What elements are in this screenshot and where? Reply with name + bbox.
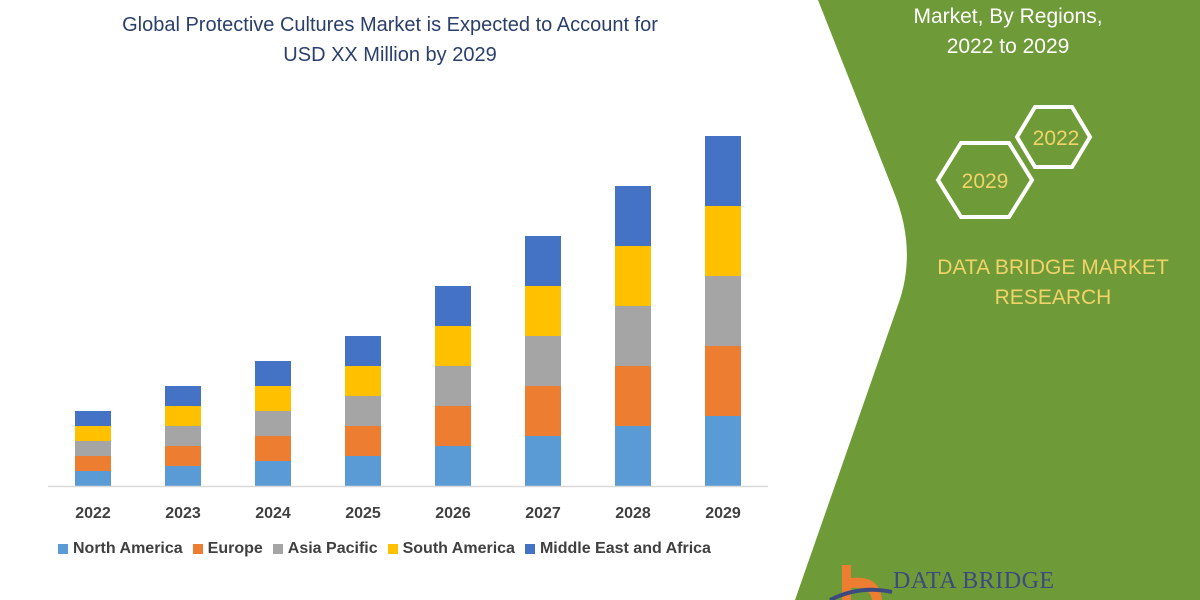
bar-segment-2022-europe xyxy=(75,456,111,471)
bar-segment-2029-south-america xyxy=(705,206,741,276)
bar-segment-2024-asia-pacific xyxy=(255,411,291,436)
bar-segment-2026-middle-east-and-africa xyxy=(435,286,471,326)
legend-item: North America xyxy=(58,540,183,558)
bar-segment-2025-south-america xyxy=(345,366,381,396)
bar-segment-2026-south-america xyxy=(435,326,471,366)
x-tick-label: 2025 xyxy=(345,505,381,522)
bar-segment-2023-asia-pacific xyxy=(165,426,201,446)
bar-segment-2024-south-america xyxy=(255,386,291,411)
brand-line-1: DATA BRIDGE MARKET xyxy=(937,256,1169,279)
stacked-bar-chart: 2022 2023 2024 2025 2026 2027 2028 2029 xyxy=(48,136,768,522)
legend-swatch xyxy=(272,544,283,554)
bar-segment-2028-north-america xyxy=(615,426,651,486)
legend-label: Asia Pacific xyxy=(287,540,378,557)
legend-item: Asia Pacific xyxy=(272,540,378,558)
bar-segment-2022-middle-east-and-africa xyxy=(75,411,111,426)
x-tick-label: 2023 xyxy=(165,505,201,522)
legend-swatch xyxy=(387,544,398,554)
bar-segment-2022-asia-pacific xyxy=(75,441,111,456)
bar-segment-2027-north-america xyxy=(525,436,561,486)
bar-segment-2027-middle-east-and-africa xyxy=(525,236,561,286)
title-line-1: Global Protective Cultures Market is Exp… xyxy=(122,14,658,36)
panel-subtitle: Market, By Regions, 2022 to 2029 xyxy=(858,2,1158,62)
logo-text: DATA BRIDGE xyxy=(893,568,1055,594)
bar-segment-2024-europe xyxy=(255,436,291,461)
title-line-2: USD XX Million by 2029 xyxy=(283,44,497,66)
bar-segment-2029-north-america xyxy=(705,416,741,486)
bar-segment-2025-north-america xyxy=(345,456,381,486)
x-tick-label: 2026 xyxy=(435,505,471,522)
legend-item: Europe xyxy=(192,540,263,558)
panel-subtitle-line-1: Market, By Regions, xyxy=(913,5,1103,28)
bar-segment-2029-middle-east-and-africa xyxy=(705,136,741,206)
bar-segment-2022-south-america xyxy=(75,426,111,441)
bar-segment-2029-asia-pacific xyxy=(705,276,741,346)
bar-segment-2024-north-america xyxy=(255,461,291,486)
hexagon-2029 xyxy=(935,141,1035,219)
bar-segment-2027-europe xyxy=(525,386,561,436)
bar-segment-2025-asia-pacific xyxy=(345,396,381,426)
legend-label: South America xyxy=(402,540,515,557)
hex-2029-label: 2029 xyxy=(962,170,1009,193)
brand-line-2: RESEARCH xyxy=(994,286,1112,309)
bar-segment-2026-north-america xyxy=(435,446,471,486)
bar-segment-2029-europe xyxy=(705,346,741,416)
legend: North America Europe Asia Pacific South Ame… xyxy=(58,540,711,558)
hex-2022-label: 2022 xyxy=(1033,127,1080,150)
legend-item: Middle East and Africa xyxy=(524,540,711,558)
hexagon-2022 xyxy=(1014,105,1093,169)
legend-swatch xyxy=(58,544,68,554)
bar-segment-2027-south-america xyxy=(525,286,561,336)
bar-segment-2026-asia-pacific xyxy=(435,366,471,406)
bar-segment-2026-europe xyxy=(435,406,471,446)
legend-swatch xyxy=(192,544,203,554)
legend-swatch xyxy=(524,544,535,554)
chart-title: Global Protective Cultures Market is Exp… xyxy=(40,10,740,70)
bar-segment-2023-middle-east-and-africa xyxy=(165,386,201,406)
bar-segment-2028-south-america xyxy=(615,246,651,306)
bar-segment-2023-north-america xyxy=(165,466,201,486)
x-tick-label: 2029 xyxy=(705,505,741,522)
legend-item: South America xyxy=(387,540,515,558)
bar-segment-2028-europe xyxy=(615,366,651,426)
bar-segment-2028-middle-east-and-africa xyxy=(615,186,651,246)
legend-label: Middle East and Africa xyxy=(539,540,711,557)
bar-segment-2023-south-america xyxy=(165,406,201,426)
x-tick-label: 2022 xyxy=(75,505,111,522)
green-panel xyxy=(795,0,1200,600)
panel-subtitle-line-2: 2022 to 2029 xyxy=(946,35,1070,58)
bar-segment-2028-asia-pacific xyxy=(615,306,651,366)
x-tick-label: 2024 xyxy=(255,505,291,522)
x-tick-label: 2028 xyxy=(615,505,651,522)
bar-segment-2025-middle-east-and-africa xyxy=(345,336,381,366)
bar-segment-2024-middle-east-and-africa xyxy=(255,361,291,386)
brand-name: DATA BRIDGE MARKET RESEARCH xyxy=(903,253,1200,313)
bar-segment-2022-north-america xyxy=(75,471,111,486)
legend-label: Europe xyxy=(207,540,263,557)
bar-segment-2023-europe xyxy=(165,446,201,466)
logo-icon xyxy=(829,565,893,600)
bar-segment-2025-europe xyxy=(345,426,381,456)
x-tick-label: 2027 xyxy=(525,505,561,522)
bar-segment-2027-asia-pacific xyxy=(525,336,561,386)
legend-label: North America xyxy=(73,540,183,557)
